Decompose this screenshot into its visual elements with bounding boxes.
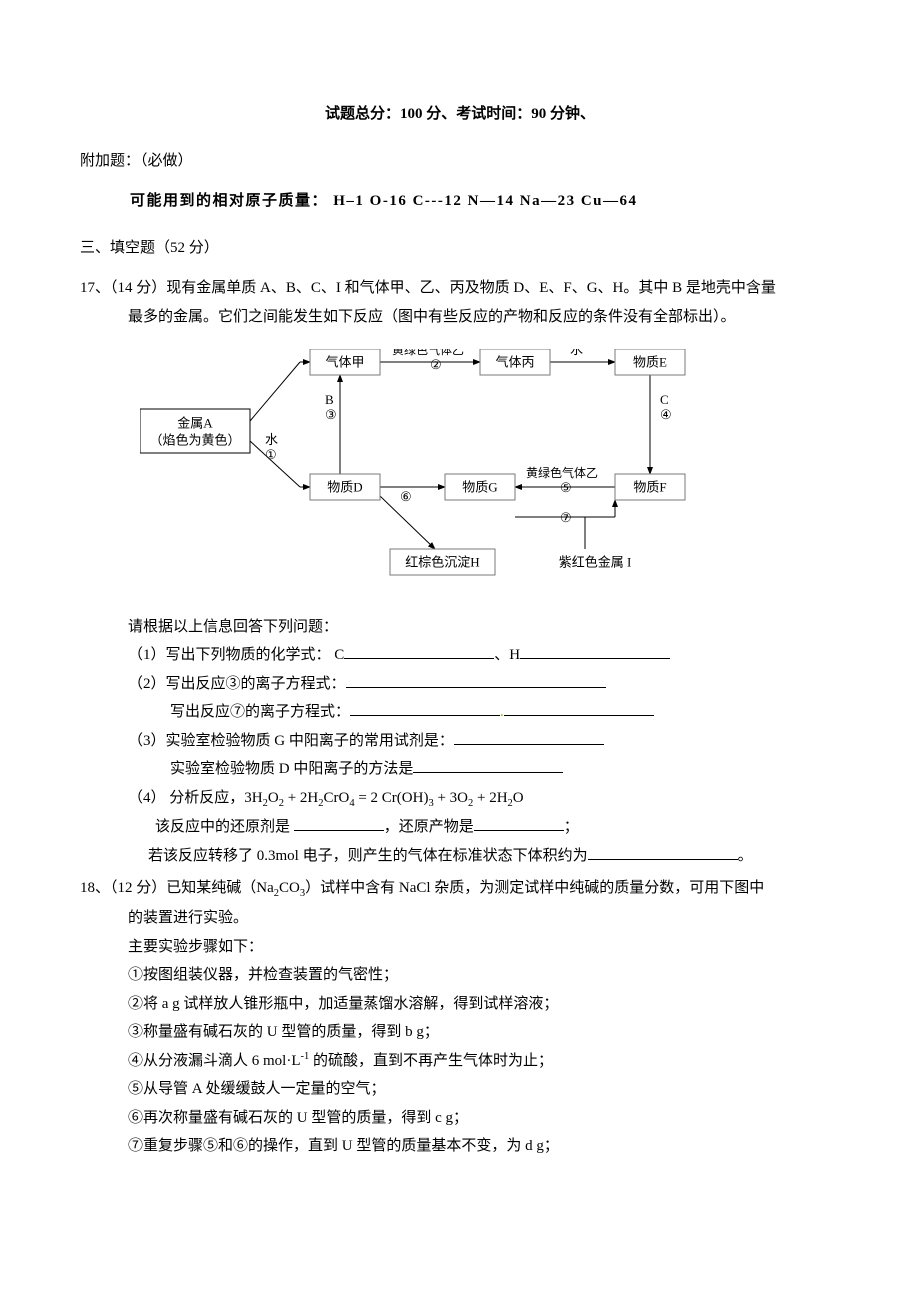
blank-rxn3: [346, 687, 606, 688]
svg-text:红棕色沉淀H: 红棕色沉淀H: [405, 555, 479, 570]
svg-text:物质G: 物质G: [462, 480, 497, 495]
blank-c: [344, 658, 494, 659]
blank-reductant: [294, 830, 384, 831]
svg-text:B: B: [325, 392, 334, 407]
q18-step7: ⑦重复步骤⑤和⑥的操作，直到 U 型管的质量基本不变，为 d g；: [80, 1132, 840, 1161]
q18-intro-line1: 18、（12 分）已知某纯碱（Na2CO3）试样中含有 NaCl 杂质，为测定试…: [80, 874, 840, 904]
q17-p4-line2: 该反应中的还原剂是 ，还原产物是 ；: [80, 813, 840, 842]
q17-p2-prefix: （2）写出反应③的离子方程式：: [128, 676, 346, 692]
q18-step5: ⑤从导管 A 处缓缓鼓人一定量的空气；: [80, 1075, 840, 1104]
q17-p3-prefix: （3）实验室检验物质 G 中阳离子的常用试剂是：: [128, 733, 454, 749]
reaction-diagram: 金属A （焰色为黄色） 气体甲 气体丙 物质E 物质D 物质G 物质F 红棕色沉淀H 紫红色金属 …: [140, 349, 840, 595]
question-17: 17、（14 分）现有金属单质 A、B、C、I 和气体甲、乙、丙及物质 D、E、…: [80, 274, 840, 870]
q17-p4-line3: 若该反应转移了 0.3mol 电子，则产生的气体在标准状态下体积约为 。: [80, 842, 840, 871]
svg-text:水: 水: [265, 432, 278, 447]
q17-p4-l2b: ，还原产物是: [384, 819, 474, 835]
blank-red-product: [474, 830, 564, 831]
q18-intro-line2: 的装置进行实验。: [80, 904, 840, 933]
q17-p1-mid: 、H: [494, 647, 520, 663]
atomic-mass-line: 可能用到的相对原子质量： H–1 O-16 C---12 N—14 Na—23 …: [80, 187, 840, 216]
blank-volume: [588, 859, 738, 860]
svg-text:气体丙: 气体丙: [495, 355, 534, 370]
q17-p3-line2-text: 实验室检验物质 D 中阳离子的方法是: [170, 761, 413, 777]
blank-rxn7a: [350, 715, 500, 716]
svg-text:⑦: ⑦: [560, 510, 572, 525]
q17-p1-prefix: （1）写出下列物质的化学式： C: [128, 647, 344, 663]
question-18: 18、（12 分）已知某纯碱（Na2CO3）试样中含有 NaCl 杂质，为测定试…: [80, 874, 840, 1160]
q17-intro-line2: 最多的金属。它们之间能发生如下反应（图中有些反应的产物和反应的条件没有全部标出）…: [80, 303, 840, 332]
blank-method-d: [413, 772, 563, 773]
svg-text:水: 水: [570, 349, 583, 357]
q17-p4-l3a: 若该反应转移了 0.3mol 电子，则产生的气体在标准状态下体积约为: [148, 848, 588, 864]
q17-p3-line1: （3）实验室检验物质 G 中阳离子的常用试剂是：: [80, 727, 840, 756]
svg-text:紫红色金属 I: 紫红色金属 I: [559, 555, 632, 570]
svg-text:物质D: 物质D: [327, 480, 362, 495]
green-dot: .: [500, 698, 504, 727]
section-title: 三、填空题（52 分）: [80, 234, 840, 263]
q17-number: 17、: [80, 280, 110, 296]
svg-text:黄绿色气体乙: 黄绿色气体乙: [392, 349, 464, 357]
q17-prompt: 请根据以上信息回答下列问题：: [80, 613, 840, 642]
svg-text:物质F: 物质F: [633, 480, 666, 495]
blank-reagent-g: [454, 744, 604, 745]
q18-points: （12 分）: [110, 880, 166, 896]
q17-p2-line2-text: 写出反应⑦的离子方程式：: [170, 704, 350, 720]
svg-text:C: C: [660, 392, 669, 407]
svg-text:金属A: 金属A: [177, 416, 213, 431]
q17-intro1: 现有金属单质 A、B、C、I 和气体甲、乙、丙及物质 D、E、F、G、H。其中 …: [166, 280, 776, 296]
q17-p4-line1: （4） 分析反应，3H2O2 + 2H2CrO4 = 2 Cr(OH)3 + 3…: [80, 784, 840, 814]
svg-text:（焰色为黄色）: （焰色为黄色）: [149, 433, 240, 448]
q18-step3: ③称量盛有碱石灰的 U 型管的质量，得到 b g；: [80, 1018, 840, 1047]
blank-rxn7b: [504, 715, 654, 716]
exam-title: 试题总分：100 分、考试时间：90 分钟、: [80, 100, 840, 129]
q18-number: 18、: [80, 880, 110, 896]
q18-steps-title: 主要实验步骤如下：: [80, 933, 840, 962]
blank-h: [520, 658, 670, 659]
svg-text:⑥: ⑥: [400, 489, 412, 504]
subtitle: 附加题：（必做）: [80, 147, 840, 176]
q17-p1: （1）写出下列物质的化学式： C 、H: [80, 641, 840, 670]
q18-step6: ⑥再次称量盛有碱石灰的 U 型管的质量，得到 c g；: [80, 1104, 840, 1133]
svg-text:①: ①: [265, 447, 277, 462]
svg-text:气体甲: 气体甲: [325, 355, 364, 370]
q17-p3-line2: 实验室检验物质 D 中阳离子的方法是: [80, 755, 840, 784]
q17-p2-line1: （2）写出反应③的离子方程式：: [80, 670, 840, 699]
q17-p4-l2a: 该反应中的还原剂是: [155, 819, 290, 835]
q17-p4-equation: （4） 分析反应，3H2O2 + 2H2CrO4 = 2 Cr(OH)3 + 3…: [128, 790, 524, 806]
svg-text:③: ③: [325, 407, 337, 422]
q18-step1: ①按图组装仪器，并检查装置的气密性；: [80, 961, 840, 990]
q18-step4: ④从分液漏斗滴人 6 mol·L-1 的硫酸，直到不再产生气体时为止；: [80, 1047, 840, 1076]
q18-step2: ②将 a g 试样放人锥形瓶中，加适量蒸馏水溶解，得到试样溶液；: [80, 990, 840, 1019]
q17-intro-line1: 17、（14 分）现有金属单质 A、B、C、I 和气体甲、乙、丙及物质 D、E、…: [80, 274, 840, 303]
q18-intro1: 已知某纯碱（Na2CO3）试样中含有 NaCl 杂质，为测定试样中纯碱的质量分数…: [166, 880, 764, 896]
svg-text:②: ②: [430, 357, 442, 372]
svg-text:④: ④: [660, 407, 672, 422]
svg-text:黄绿色气体乙: 黄绿色气体乙: [526, 465, 598, 480]
svg-text:⑤: ⑤: [560, 480, 572, 495]
q17-points: （14 分）: [110, 280, 166, 296]
svg-text:物质E: 物质E: [633, 355, 667, 370]
q17-p4-l2c: ；: [564, 819, 579, 835]
q17-p2-line2: 写出反应⑦的离子方程式：.: [80, 698, 840, 727]
q17-p4-l3b: 。: [738, 848, 753, 864]
